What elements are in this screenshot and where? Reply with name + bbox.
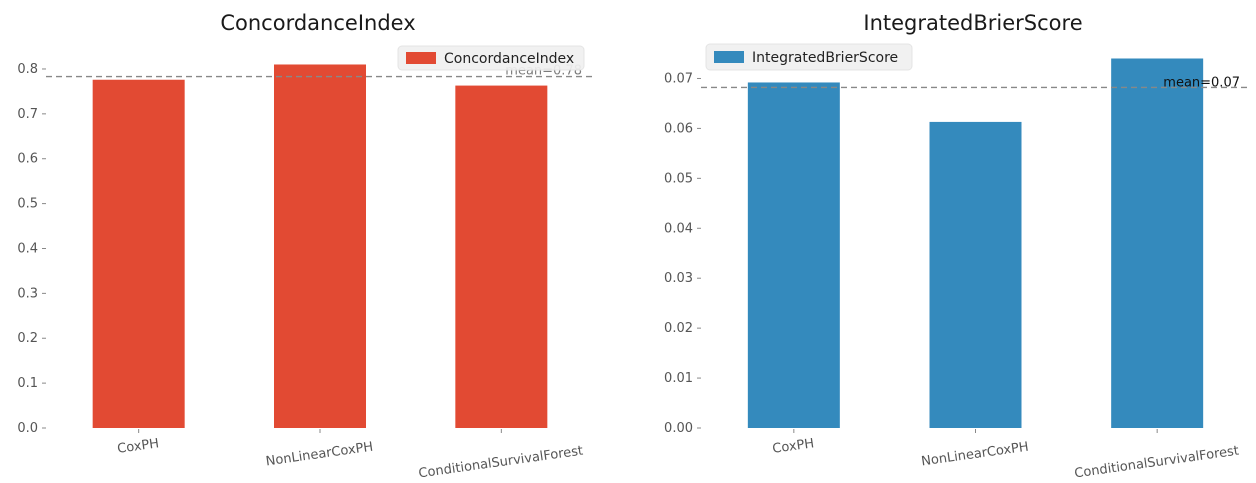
mean-line-group: mean=0.07 <box>701 75 1248 90</box>
y-tick-label: 0.05 <box>664 171 693 186</box>
y-tick-label: 0.00 <box>664 421 693 436</box>
legend-label: ConcordanceIndex <box>444 51 574 67</box>
y-tick-label: 0.02 <box>664 321 693 336</box>
y-axis: 0.0 0.1 0.2 0.3 0.4 0.5 0.6 0.7 0.8 <box>17 62 46 436</box>
x-tick-label: ConditionalSurvivalForest <box>1073 444 1239 482</box>
y-tick-label: 0.2 <box>17 331 38 346</box>
legend-box <box>397 45 585 71</box>
legend: ConcordanceIndex <box>397 45 585 71</box>
bars <box>747 58 1204 429</box>
y-tick-label: 0.4 <box>17 241 38 256</box>
legend-swatch <box>406 52 436 64</box>
legend-box <box>705 43 913 71</box>
x-tick-label: NonLinearCoxPH <box>920 440 1029 470</box>
chart-title: IntegratedBrierScore <box>863 11 1082 35</box>
y-tick-label: 0.06 <box>664 121 693 136</box>
x-tick-label: NonLinearCoxPH <box>265 440 374 470</box>
x-axis: CoxPH NonLinearCoxPH ConditionalSurvivalFo… <box>116 429 584 482</box>
y-tick-label: 0.5 <box>17 197 38 212</box>
legend: IntegratedBrierScore <box>705 43 913 71</box>
y-tick-label: 0.3 <box>17 286 38 301</box>
y-axis: 0.00 0.01 0.02 0.03 0.04 0.05 0.06 0.07 <box>664 71 701 436</box>
bar-ConditionalSurvivalForest <box>1111 58 1204 428</box>
y-tick-label: 0.1 <box>17 376 38 391</box>
x-tick-label: CoxPH <box>116 436 160 457</box>
bar-NonLinearCoxPH <box>274 64 366 429</box>
y-tick-label: 0.04 <box>664 221 693 236</box>
y-tick-label: 0.8 <box>17 62 38 77</box>
x-tick-label: CoxPH <box>772 436 816 457</box>
chart-integrated-brier-score: IntegratedBrierScore 0.000.010.020.030.0… <box>664 11 1248 482</box>
y-tick-label: 0.01 <box>664 371 693 386</box>
x-tick-label: ConditionalSurvivalForest <box>418 444 584 482</box>
bar-CoxPH <box>747 82 840 429</box>
legend-swatch <box>714 51 744 63</box>
bar-ConditionalSurvivalForest <box>455 85 548 428</box>
y-tick-label: 0.03 <box>664 271 693 286</box>
y-tick-label: 0.7 <box>17 107 38 122</box>
legend-label: IntegratedBrierScore <box>752 50 898 66</box>
chart-title: ConcordanceIndex <box>220 11 415 35</box>
x-axis: CoxPH NonLinearCoxPH ConditionalSurvivalFo… <box>772 429 1240 482</box>
y-tick-label: 0.07 <box>664 71 693 86</box>
mean-label: mean=0.07 <box>1163 75 1240 90</box>
chart-concordance-index: ConcordanceIndex 0.00.10.20.30.40.50.60.… <box>17 11 592 482</box>
y-tick-label: 0.0 <box>17 421 38 436</box>
bars <box>92 64 548 429</box>
y-tick-label: 0.6 <box>17 152 38 167</box>
bar-NonLinearCoxPH <box>929 121 1022 428</box>
bar-CoxPH <box>92 79 185 428</box>
